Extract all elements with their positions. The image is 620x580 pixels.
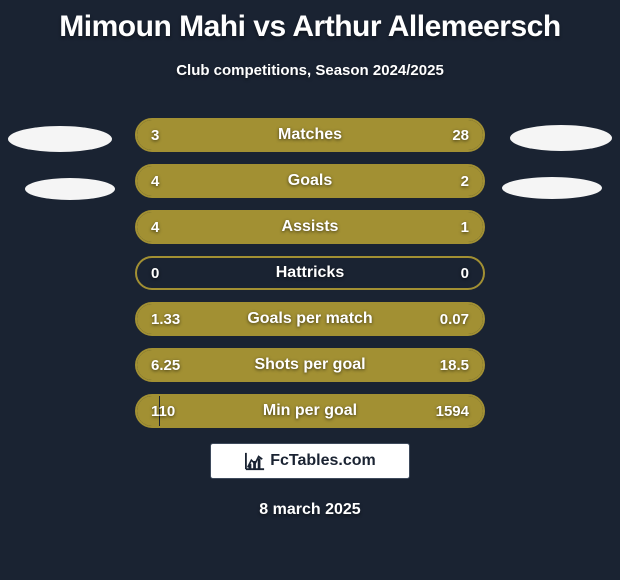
bar-row: 6.2518.5Shots per goal <box>135 348 485 382</box>
bar-label: Min per goal <box>137 396 483 426</box>
date-label: 8 march 2025 <box>0 501 620 519</box>
comparison-bars: 328Matches 42Goals 41Assists 00Hattricks 1.3… <box>135 118 485 440</box>
club-right-image-placeholder <box>502 177 602 199</box>
bar-row: 328Matches <box>135 118 485 152</box>
bar-row: 42Goals <box>135 164 485 198</box>
source-badge: FcTables.com <box>210 443 410 479</box>
bar-label: Goals per match <box>137 304 483 334</box>
page-title: Mimoun Mahi vs Arthur Allemeersch <box>0 0 620 44</box>
bar-label: Assists <box>137 212 483 242</box>
bar-row: 41Assists <box>135 210 485 244</box>
bar-label: Matches <box>137 120 483 150</box>
bar-label: Goals <box>137 166 483 196</box>
bar-label: Hattricks <box>137 258 483 288</box>
club-left-image-placeholder <box>25 178 115 200</box>
badge-text: FcTables.com <box>270 452 376 470</box>
bar-label: Shots per goal <box>137 350 483 380</box>
bar-row: 1101594Min per goal <box>135 394 485 428</box>
bar-row: 00Hattricks <box>135 256 485 290</box>
subtitle: Club competitions, Season 2024/2025 <box>0 62 620 79</box>
player-right-image-placeholder <box>510 125 612 151</box>
bar-row: 1.330.07Goals per match <box>135 302 485 336</box>
chart-icon <box>244 451 266 471</box>
player-left-image-placeholder <box>8 126 112 152</box>
